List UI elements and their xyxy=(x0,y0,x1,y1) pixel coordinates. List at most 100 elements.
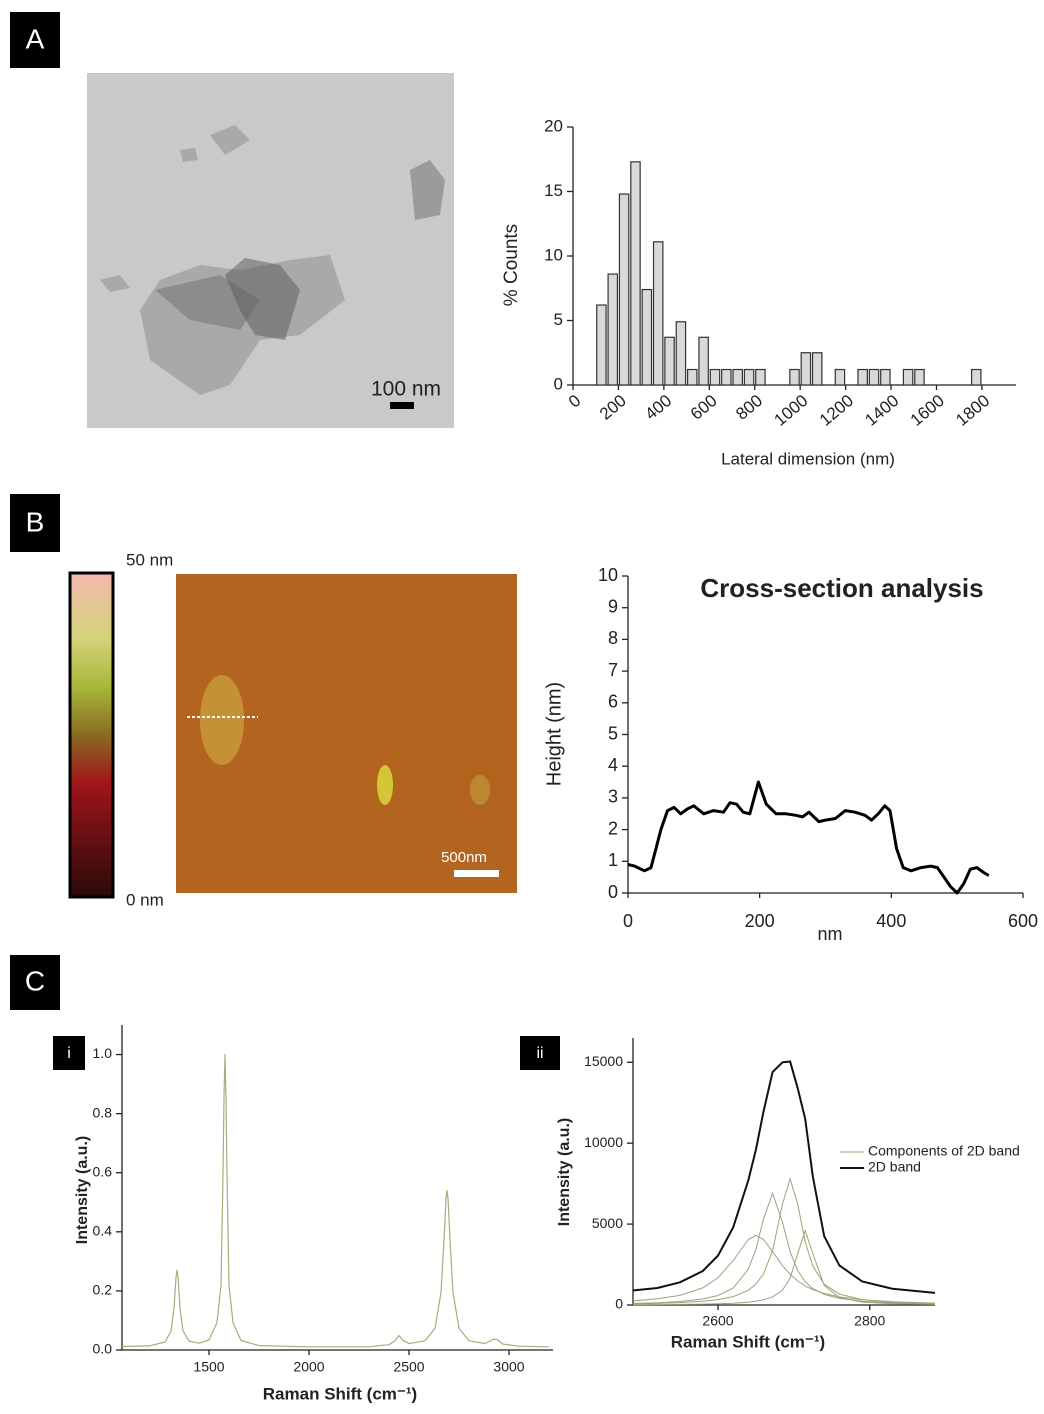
y-axis-label: Intensity (a.u.) xyxy=(556,1118,573,1226)
y-tick-label: 5000 xyxy=(592,1215,623,1231)
y-tick-label: 4 xyxy=(608,755,618,775)
bar xyxy=(618,193,630,386)
bar xyxy=(664,336,675,386)
x-tick-label: 2500 xyxy=(393,1359,424,1375)
y-axis-label: Intensity (a.u.) xyxy=(74,1136,91,1244)
y-tick-label: 15 xyxy=(544,181,563,200)
panel-label-box xyxy=(10,494,60,552)
y-tick-label: 3 xyxy=(608,787,618,807)
bar xyxy=(630,161,641,386)
bar xyxy=(880,368,891,386)
y-tick-label: 20 xyxy=(544,116,563,135)
x-tick-label: 600 xyxy=(687,391,721,424)
tem-image xyxy=(87,73,454,428)
bar xyxy=(641,288,653,386)
sub-label: i xyxy=(67,1045,71,1062)
x-axis-label: Lateral dimension (nm) xyxy=(721,449,895,468)
y-axis-label: % Counts xyxy=(501,224,522,306)
y-tick-label: 0.6 xyxy=(93,1163,113,1179)
bar xyxy=(675,321,687,386)
y-tick-label: 10 xyxy=(598,565,618,585)
bar xyxy=(800,352,812,386)
panel-label: A xyxy=(26,23,45,54)
sub-label: ii xyxy=(536,1045,543,1062)
bar xyxy=(596,304,607,386)
y-tick-label: 1 xyxy=(608,850,618,870)
y-tick-label: 7 xyxy=(608,660,618,680)
x-axis-label: Raman Shift (cm⁻¹) xyxy=(671,1332,825,1351)
x-tick-label: 400 xyxy=(641,391,675,424)
x-tick-label: 1600 xyxy=(907,391,948,430)
bar xyxy=(652,241,664,386)
sub-label-box xyxy=(53,1036,85,1070)
bar xyxy=(607,273,619,386)
y-tick-label: 0.8 xyxy=(93,1104,113,1120)
bar xyxy=(868,368,880,386)
y-tick-label: 9 xyxy=(608,596,618,616)
y-tick-label: 15000 xyxy=(584,1053,623,1069)
x-tick-label: 2000 xyxy=(293,1359,324,1375)
panel-label-box xyxy=(10,12,60,68)
line xyxy=(627,780,990,895)
afm-image xyxy=(68,571,517,899)
y-tick-label: 10 xyxy=(544,245,563,264)
bar xyxy=(970,368,982,386)
bar xyxy=(743,368,755,386)
panel-label-box xyxy=(10,955,60,1010)
colorbar-label: 50 nm xyxy=(126,550,173,569)
bar xyxy=(709,368,721,386)
line xyxy=(121,1053,550,1348)
x-tick-label: 0 xyxy=(623,911,633,931)
panel-label: C xyxy=(25,965,45,996)
sub-label-box xyxy=(520,1036,560,1070)
y-tick-label: 0 xyxy=(615,1296,623,1312)
component-line xyxy=(632,1229,936,1306)
y-tick-label: 5 xyxy=(554,310,563,329)
bar xyxy=(811,352,823,386)
bar xyxy=(698,336,709,386)
colorbar-label: 0 nm xyxy=(126,890,164,909)
component-line xyxy=(632,1234,936,1304)
x-tick-label: 2600 xyxy=(702,1313,733,1329)
y-axis-label: Height (nm) xyxy=(543,682,565,786)
x-tick-label: 400 xyxy=(876,911,906,931)
bar xyxy=(755,368,766,386)
y-tick-label: 0 xyxy=(554,374,563,393)
y-tick-label: 8 xyxy=(608,628,618,648)
x-tick-label: 600 xyxy=(1008,911,1038,931)
bar xyxy=(789,368,800,386)
panel-label: B xyxy=(26,506,45,537)
bar xyxy=(834,368,846,386)
bar xyxy=(914,368,925,386)
bar xyxy=(732,368,743,386)
x-tick-label: 1800 xyxy=(952,391,993,430)
bar xyxy=(857,368,868,386)
x-tick-label: 1200 xyxy=(816,391,857,430)
x-tick-label: 1500 xyxy=(193,1359,224,1375)
x-tick-label: 0 xyxy=(565,391,584,412)
y-tick-label: 0.2 xyxy=(93,1282,113,1298)
x-tick-label: 1000 xyxy=(770,391,811,430)
line xyxy=(632,1060,936,1294)
legend-label: Components of 2D band xyxy=(868,1143,1020,1159)
y-tick-label: 0 xyxy=(608,882,618,902)
bar xyxy=(902,368,914,386)
y-tick-label: 5 xyxy=(608,723,618,743)
y-tick-label: 2 xyxy=(608,818,618,838)
component-line xyxy=(632,1177,936,1305)
x-tick-label: 200 xyxy=(596,391,630,424)
x-axis-label: Raman Shift (cm⁻¹) xyxy=(263,1384,417,1403)
y-tick-label: 6 xyxy=(608,692,618,712)
x-tick-label: 200 xyxy=(745,911,775,931)
scale-bar-label: 100 nm xyxy=(371,378,441,401)
bar xyxy=(686,368,698,386)
x-tick-label: 2800 xyxy=(854,1313,885,1329)
legend-label: 2D band xyxy=(868,1159,921,1175)
y-tick-label: 10000 xyxy=(584,1134,623,1150)
y-tick-label: 1.0 xyxy=(93,1045,113,1061)
component-line xyxy=(632,1191,936,1305)
scale-bar-label: 500nm xyxy=(441,849,487,866)
y-tick-label: 0.0 xyxy=(93,1341,113,1357)
x-tick-label: 3000 xyxy=(493,1359,524,1375)
